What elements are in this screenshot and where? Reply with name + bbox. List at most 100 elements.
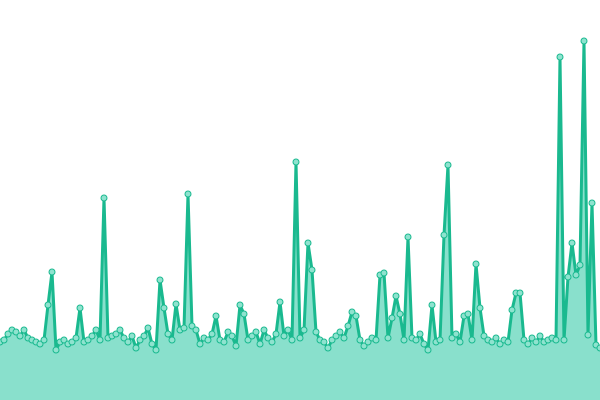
point (568, 239, 576, 247)
point (52, 346, 60, 354)
point (196, 340, 204, 348)
point (440, 231, 448, 239)
point (224, 328, 232, 336)
point (212, 312, 220, 320)
point (388, 314, 396, 322)
point (360, 342, 368, 350)
point (172, 300, 180, 308)
point (72, 334, 80, 342)
point (192, 326, 200, 334)
point (324, 344, 332, 352)
point (536, 332, 544, 340)
point (564, 273, 572, 281)
point (140, 332, 148, 340)
point (452, 330, 460, 338)
point (184, 190, 192, 198)
point (348, 308, 356, 316)
point (116, 326, 124, 334)
point (372, 336, 380, 344)
point (356, 336, 364, 344)
point (4, 330, 12, 338)
point (244, 336, 252, 344)
point (436, 336, 444, 344)
point (76, 304, 84, 312)
point (240, 310, 248, 318)
point (328, 336, 336, 344)
point (48, 268, 56, 276)
point (160, 304, 168, 312)
point (40, 336, 48, 344)
point (20, 326, 28, 334)
point (332, 332, 340, 340)
point (84, 336, 92, 344)
point (276, 298, 284, 306)
point (68, 338, 76, 346)
point (92, 326, 100, 334)
point (320, 338, 328, 346)
point (284, 326, 292, 334)
point (424, 346, 432, 354)
point (472, 260, 480, 268)
point (300, 326, 308, 334)
point (12, 328, 20, 336)
point (96, 336, 104, 344)
point (336, 328, 344, 336)
point (180, 324, 188, 332)
point (100, 194, 108, 202)
point (524, 340, 532, 348)
point (248, 332, 256, 340)
area-fill (0, 41, 600, 400)
point (164, 330, 172, 338)
point (232, 342, 240, 350)
point (476, 304, 484, 312)
point (340, 334, 348, 342)
point (392, 292, 400, 300)
point (256, 340, 264, 348)
point (400, 336, 408, 344)
point (268, 338, 276, 346)
point (308, 266, 316, 274)
point (88, 332, 96, 340)
point (480, 332, 488, 340)
point (588, 199, 596, 207)
point (144, 324, 152, 332)
point (44, 301, 52, 309)
point (508, 306, 516, 314)
point (528, 334, 536, 342)
point (428, 301, 436, 309)
point (260, 326, 268, 334)
point (584, 331, 592, 339)
point (416, 330, 424, 338)
point (236, 301, 244, 309)
point (384, 334, 392, 342)
point (0, 336, 8, 344)
line (0, 39, 600, 352)
point (136, 336, 144, 344)
point (204, 336, 212, 344)
point (412, 336, 420, 344)
point (344, 322, 352, 330)
point (456, 338, 464, 346)
point (168, 336, 176, 344)
point (556, 53, 564, 61)
point (520, 336, 528, 344)
point (396, 310, 404, 318)
point (364, 338, 372, 346)
point (132, 344, 140, 352)
point (448, 334, 456, 342)
point (208, 330, 216, 338)
point (60, 336, 68, 344)
point (580, 37, 588, 45)
point (380, 269, 388, 277)
point (560, 336, 568, 344)
point (288, 336, 296, 344)
point (404, 233, 412, 241)
point (444, 161, 452, 169)
point (188, 322, 196, 330)
point (312, 328, 320, 336)
point (272, 330, 280, 338)
point (352, 312, 360, 320)
point (220, 338, 228, 346)
point (504, 338, 512, 346)
